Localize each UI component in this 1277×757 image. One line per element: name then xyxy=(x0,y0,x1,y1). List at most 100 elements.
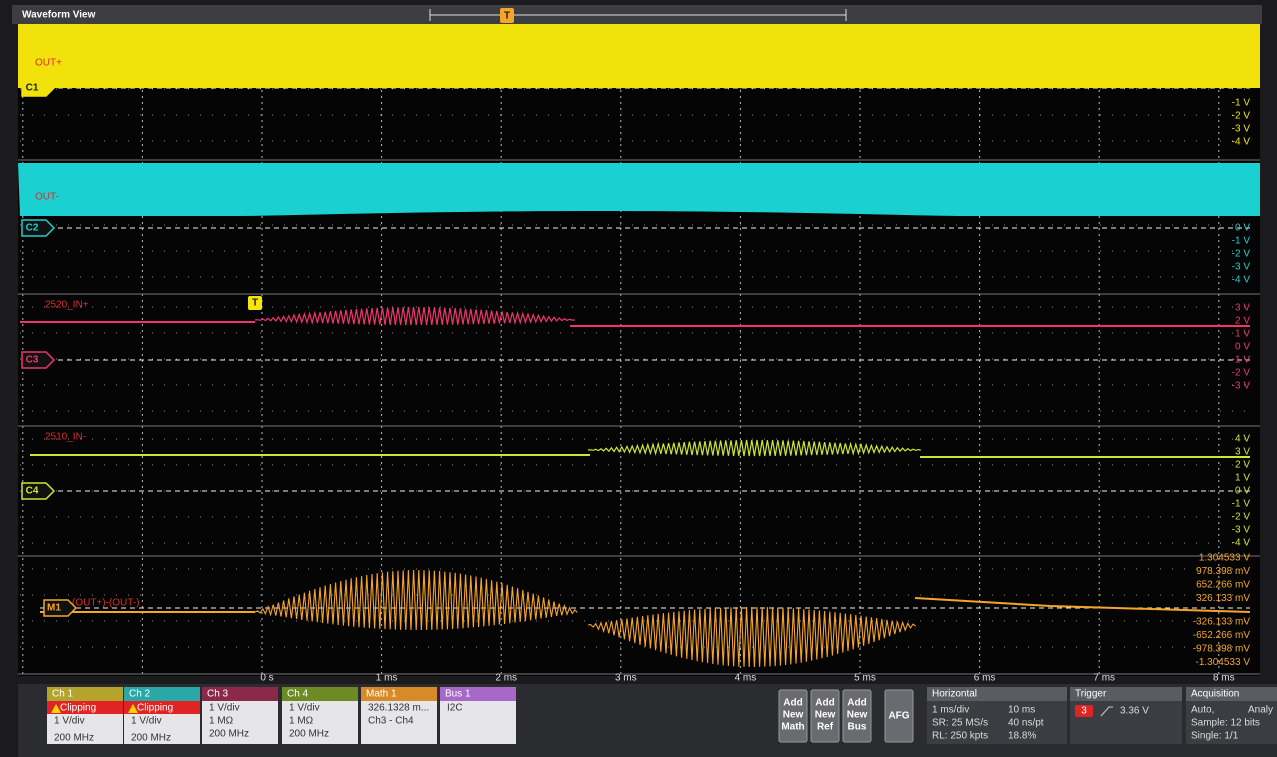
waveform xyxy=(40,597,1251,613)
scale-label: 2 V xyxy=(1235,460,1250,471)
scale-label: -326.133 mV xyxy=(1193,617,1251,628)
channel-badge xyxy=(21,79,56,97)
button-label: New xyxy=(815,710,836,721)
add-button[interactable] xyxy=(884,689,914,743)
source-badge xyxy=(1075,705,1093,717)
scale-label: 652.266 mV xyxy=(1196,580,1250,591)
button-label: Ref xyxy=(817,722,834,733)
panel-line: 1 V/div xyxy=(209,703,240,714)
panel-header xyxy=(282,687,358,701)
add-button[interactable] xyxy=(778,689,808,743)
scale-label: 2 V xyxy=(1235,316,1250,327)
scale-label: -3 V xyxy=(1232,124,1251,135)
panel-line: 326.1328 m... xyxy=(368,703,429,714)
panel-title: Ch 4 xyxy=(287,689,309,700)
screen xyxy=(18,24,1260,676)
panel-body xyxy=(202,701,278,744)
panel-line: 200 MHz xyxy=(131,733,171,744)
panel-header xyxy=(1070,687,1182,701)
panel-body xyxy=(361,701,437,744)
scale-label: -652.266 mV xyxy=(1193,630,1251,641)
waveform-burst xyxy=(254,569,578,631)
button-label: Math xyxy=(781,722,804,733)
button-label: New xyxy=(783,710,804,721)
waveform-burst xyxy=(587,439,921,457)
scale-label: -1 V xyxy=(1232,236,1251,247)
scale-label: 978.398 mV xyxy=(1196,566,1250,577)
horizontal-value: 1 ms/div xyxy=(932,705,969,716)
trigger-source: 3 xyxy=(1081,706,1087,717)
button-label: Add xyxy=(847,698,866,709)
panel-line: 1 V/div xyxy=(289,703,320,714)
button-label: New xyxy=(847,710,868,721)
panel-title: Horizontal xyxy=(932,689,977,700)
panel-header xyxy=(361,687,437,701)
acquisition-line: Sample: 12 bits xyxy=(1191,718,1260,729)
scale-label: 326.133 mV xyxy=(1196,593,1250,604)
panel-body xyxy=(927,701,1067,744)
panel-title: Math 1 xyxy=(366,689,397,700)
channel-badge xyxy=(21,482,56,500)
slope-icon xyxy=(1100,706,1113,717)
panel-header xyxy=(927,687,1067,701)
view-title: Waveform View xyxy=(22,10,96,21)
button-label: Bus xyxy=(848,722,867,733)
scale-label: -1.304533 V xyxy=(1196,657,1251,668)
button-label: AFG xyxy=(888,711,909,722)
add-button[interactable] xyxy=(842,689,872,743)
trigger-marker: T xyxy=(252,298,258,309)
scale-label: -3 V xyxy=(1232,381,1251,392)
scale-label: 0 V xyxy=(1235,223,1250,234)
scale-label: -4 V xyxy=(1232,275,1251,286)
trigger-level: 3.36 V xyxy=(1120,706,1149,717)
channel-badge-text: C2 xyxy=(26,223,39,234)
channel-label: 2520_IN+ xyxy=(45,300,89,311)
zoom-bracket xyxy=(429,9,847,21)
panel-line: 1 V/div xyxy=(131,716,162,727)
scale-label: -3 V xyxy=(1232,525,1251,536)
scale-label: -4 V xyxy=(1232,137,1251,148)
scale-label: -1 V xyxy=(1232,499,1251,510)
panel-title: Ch 3 xyxy=(207,689,229,700)
time-label: 6 ms xyxy=(974,673,996,684)
scale-label: -3 V xyxy=(1232,262,1251,273)
waveform-fill xyxy=(18,24,1260,88)
panel-body xyxy=(282,701,358,744)
channel-badge-text: C1 xyxy=(26,83,39,94)
channel-badge xyxy=(21,219,56,237)
add-button[interactable] xyxy=(810,689,840,743)
time-label: 1 ms xyxy=(376,673,398,684)
channel-label: 2510_IN- xyxy=(45,432,86,443)
panel-line: I2C xyxy=(447,703,463,714)
panel-line: 1 MΩ xyxy=(209,716,234,727)
scale-label: -4 V xyxy=(1232,538,1251,549)
scale-label: 4 V xyxy=(1235,434,1250,445)
panel-alert: Clipping xyxy=(60,703,96,714)
channel-label: OUT+ xyxy=(35,58,62,69)
acquisition-line: Auto, xyxy=(1191,705,1214,716)
channel-badge-text: C3 xyxy=(26,355,39,366)
waveform-fill xyxy=(18,163,1260,220)
waveform-burst xyxy=(254,306,575,326)
scale-label: 0 V xyxy=(1235,486,1250,497)
horizontal-value: 18.8% xyxy=(1008,731,1036,742)
warning-icon xyxy=(51,704,61,713)
panel-header xyxy=(124,687,200,701)
waveform-burst xyxy=(587,606,916,668)
time-label: 0 s xyxy=(260,673,273,684)
horizontal-value: RL: 250 kpts xyxy=(932,731,988,742)
scale-label: 1 V xyxy=(1235,329,1250,340)
scale-label: -1 V xyxy=(1232,98,1251,109)
panel-line: 200 MHz xyxy=(289,729,329,740)
scale-label: 0 V xyxy=(1235,342,1250,353)
scale-label: -2 V xyxy=(1232,512,1251,523)
scale-label: -2 V xyxy=(1232,368,1251,379)
time-label: 7 ms xyxy=(1093,673,1115,684)
time-label: 8 ms xyxy=(1213,673,1235,684)
acquisition-line: Single: 1/1 xyxy=(1191,731,1239,742)
panel-line: 1 V/div xyxy=(54,716,85,727)
panel-header xyxy=(47,687,123,701)
alert-row xyxy=(124,701,200,714)
time-label: 2 ms xyxy=(495,673,517,684)
